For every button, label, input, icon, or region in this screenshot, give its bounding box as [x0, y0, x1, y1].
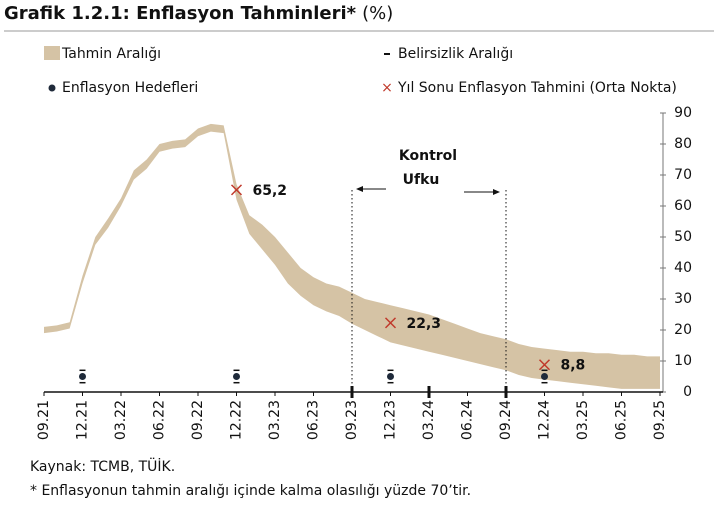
legend-swatch: × — [381, 80, 393, 96]
x-tick-label: 09.25 — [652, 400, 668, 440]
horizon-label: Ufku — [403, 172, 440, 188]
title: Grafik 1.2.1: Enflasyon Tahminleri* — [4, 3, 357, 24]
target-dot — [233, 373, 240, 380]
unit: (%) — [362, 3, 393, 24]
forecast-marker — [538, 359, 551, 371]
y-tick-label: 60 — [674, 198, 692, 214]
legend-label: Tahmin Aralığı — [61, 46, 161, 62]
y-tick-label: 50 — [674, 229, 692, 245]
y-tick-label: 30 — [674, 291, 692, 307]
x-tick-label: 06.22 — [152, 400, 168, 440]
footnote: * Enflasyonun tahmin aralığı içinde kalm… — [30, 483, 471, 499]
target-dot — [79, 373, 86, 380]
x-tick-label: 03.25 — [575, 400, 591, 440]
footnote: Kaynak: TCMB, TÜİK. — [30, 457, 175, 475]
legend-label: Yıl Sonu Enflasyon Tahmini (Orta Nokta) — [397, 80, 677, 96]
x-tick-label: 12.22 — [229, 400, 245, 440]
y-tick-label: 80 — [674, 136, 692, 152]
forecast-band — [44, 123, 660, 389]
horizon-arrow-head — [493, 189, 500, 195]
value-label: 8,8 — [561, 358, 586, 374]
x-tick-label: 09.22 — [190, 400, 206, 440]
legend-swatch — [44, 46, 60, 60]
x-tick-label: 03.22 — [113, 400, 129, 440]
y-tick-label: 40 — [674, 260, 692, 276]
y-tick-label: 20 — [674, 322, 692, 338]
y-tick-label: 70 — [674, 167, 692, 183]
x-tick-label: 03.24 — [421, 400, 437, 440]
legend-swatch — [48, 84, 56, 92]
x-tick-label: 06.24 — [460, 400, 476, 440]
x-tick-label: 12.23 — [383, 400, 399, 440]
y-tick-label: 10 — [674, 353, 692, 369]
forecast-marker — [230, 184, 243, 196]
x-tick-label: 03.23 — [267, 400, 283, 440]
x-tick-label: 09.21 — [36, 400, 52, 440]
horizon-arrow-head — [356, 186, 363, 192]
legend-label: Enflasyon Hedefleri — [62, 80, 198, 96]
target-dot — [541, 373, 548, 380]
y-tick-label: 90 — [674, 105, 692, 121]
legend-label: Belirsizlik Aralığı — [398, 46, 513, 62]
chart-title: Grafik 1.2.1: Enflasyon Tahminleri* (%) — [4, 3, 393, 24]
x-tick-label: 06.23 — [306, 400, 322, 440]
value-label: 65,2 — [253, 183, 288, 199]
horizon-label: Kontrol — [399, 148, 457, 164]
x-tick-label: 06.25 — [614, 400, 630, 440]
x-tick-label: 09.23 — [344, 400, 360, 440]
y-tick-label: 0 — [683, 384, 692, 400]
target-dot — [387, 373, 394, 380]
x-tick-label: 12.24 — [537, 400, 553, 440]
x-tick-label: 12.21 — [75, 400, 91, 440]
value-label: 22,3 — [407, 316, 442, 332]
x-tick-label: 09.24 — [498, 400, 514, 440]
forecast-marker — [384, 317, 397, 329]
